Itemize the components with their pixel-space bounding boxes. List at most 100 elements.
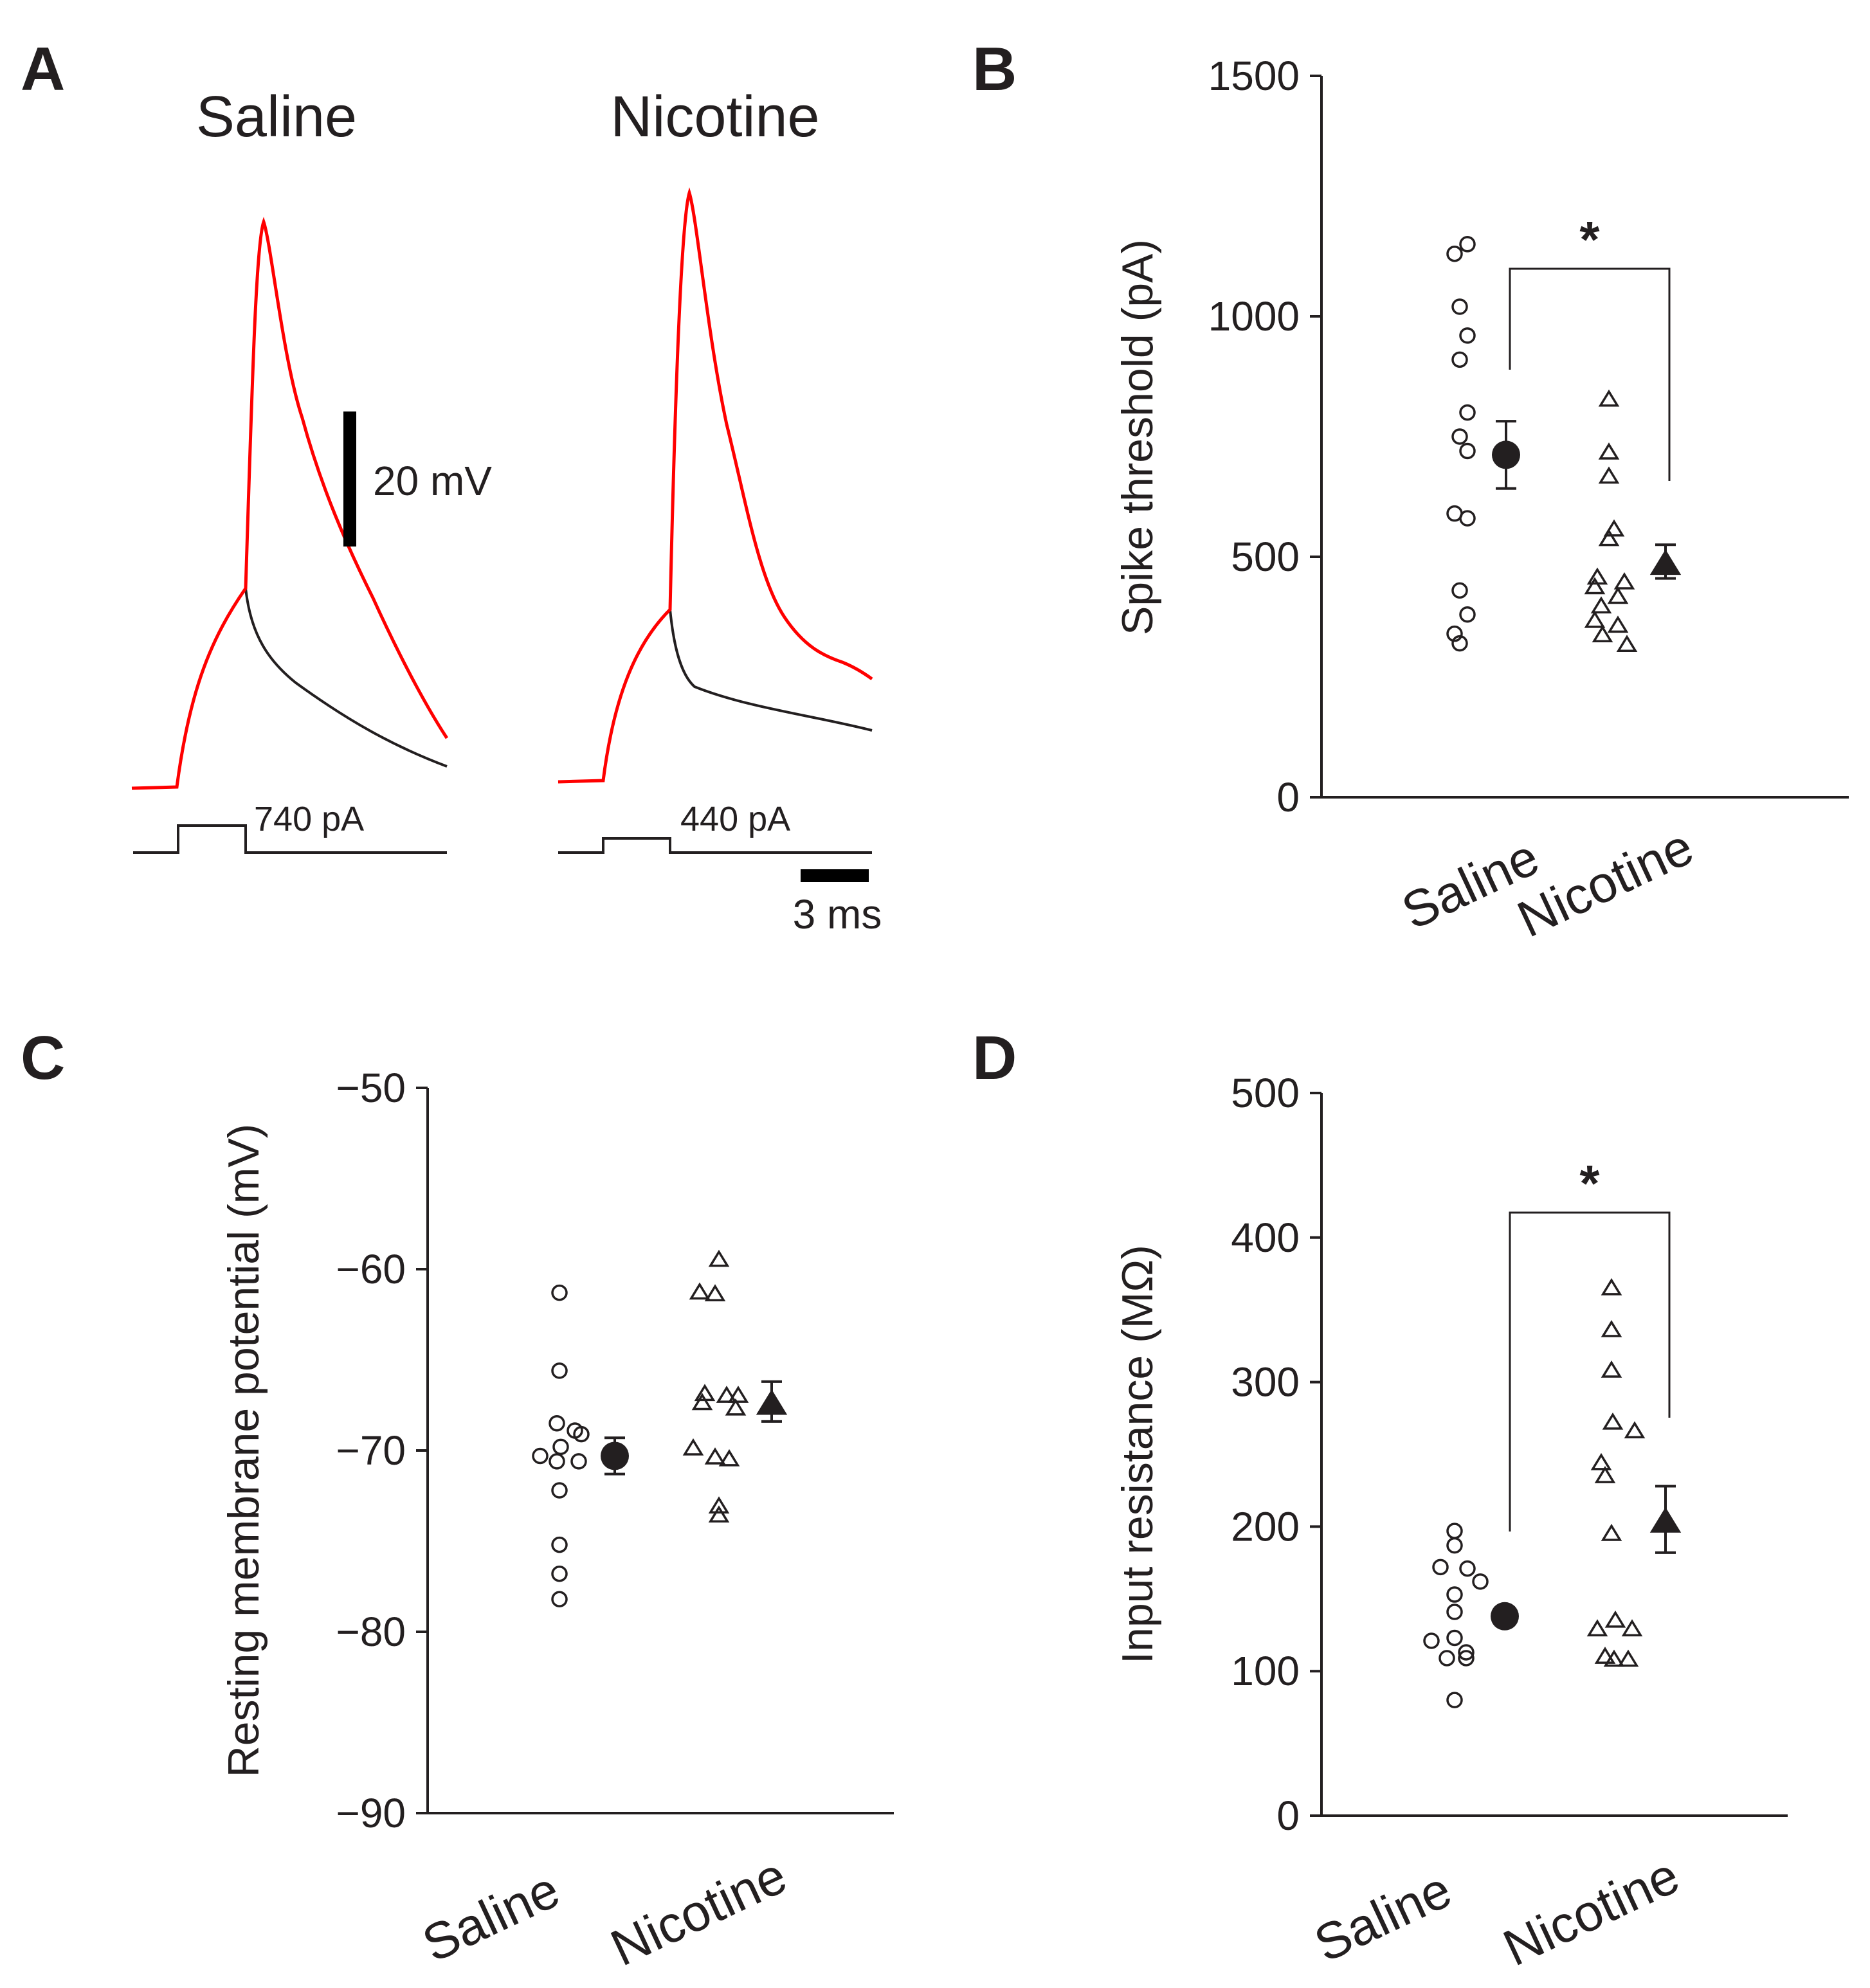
panel-d-nicotine-point xyxy=(1624,1421,1646,1439)
panel-d-nicotine-point xyxy=(1594,1647,1616,1664)
panel-b-saline-point xyxy=(1459,510,1476,527)
panel-d-saline-point xyxy=(1439,1650,1455,1667)
panel-c-saline-point xyxy=(551,1284,568,1301)
panel-c-saline-point xyxy=(551,1362,568,1379)
panel-c-y-tick-label-4: −50 xyxy=(336,1065,406,1111)
panel-c-nicotine-point xyxy=(689,1282,711,1300)
panel-b-y-ticks: 0 500 1000 1500 xyxy=(1208,53,1321,820)
panel-d-y-tick-label-1: 100 xyxy=(1231,1648,1300,1694)
panel-c-nicotine-mean xyxy=(756,1389,788,1415)
panel-b-letter: B xyxy=(972,35,1017,104)
panel-b-saline-point xyxy=(1451,635,1468,652)
panel-d-y-tick-label-0: 0 xyxy=(1276,1793,1300,1839)
panel-c-saline-point xyxy=(549,1414,565,1432)
panel-c-y-ticks: −90 −80 −70 −60 −50 xyxy=(336,1065,428,1836)
panel-c-y-tick-label-1: −80 xyxy=(336,1609,406,1655)
panel-b-saline-mean xyxy=(1492,440,1520,469)
panel-b-nicotine-point xyxy=(1584,610,1606,628)
panel-b-y-axis-title: Spike threshold (pA) xyxy=(1113,239,1162,635)
panel-c: C −90 −80 −70 −60 −50 Resting membrane poten… xyxy=(21,1024,894,1976)
panel-c-nicotine-point xyxy=(708,1505,730,1523)
panel-d-y-axis-title: Input resistance (MΩ) xyxy=(1113,1245,1162,1664)
panel-c-x-label-saline: Saline xyxy=(414,1861,568,1973)
panel-d-saline-point xyxy=(1472,1573,1489,1590)
panel-c-saline-point xyxy=(549,1453,565,1470)
time-scale-bar xyxy=(801,869,869,882)
panel-d-saline-point xyxy=(1459,1560,1476,1577)
panel-c-letter: C xyxy=(21,1024,65,1092)
panel-d-nicotine-point xyxy=(1590,1452,1612,1470)
panel-d-x-label-nicotine: Nicotine xyxy=(1495,1847,1688,1977)
panel-b-nicotine-point xyxy=(1598,442,1620,460)
panel-d-saline-point xyxy=(1446,1692,1463,1708)
panel-c-nicotine-point xyxy=(708,1496,730,1514)
panel-c-nicotine-point xyxy=(725,1398,747,1416)
panel-d-y-tick-label-3: 300 xyxy=(1231,1359,1300,1405)
panel-b-nicotine-point xyxy=(1590,596,1612,614)
voltage-scale-bar xyxy=(343,411,356,547)
panel-c-y-tick-label-2: −70 xyxy=(336,1427,406,1474)
panel-b-nicotine-point xyxy=(1598,389,1620,407)
voltage-scale-label: 20 mV xyxy=(373,458,492,504)
panel-b-saline-point xyxy=(1451,298,1468,315)
panel-d-nicotine-point xyxy=(1586,1619,1608,1637)
panel-b-saline-point xyxy=(1459,442,1476,460)
panel-c-nicotine-point xyxy=(704,1447,726,1465)
panel-c-saline-point xyxy=(552,1438,569,1456)
panel-c-saline-point xyxy=(551,1591,568,1607)
panel-b-nicotine-point xyxy=(1592,625,1613,643)
panel-c-y-axis-title: Resting membrane potential (mV) xyxy=(219,1124,268,1778)
panel-d-nicotine-point xyxy=(1601,1360,1622,1378)
panel-b-y-tick-label-0: 0 xyxy=(1276,774,1300,820)
panel-d-nicotine-point xyxy=(1601,1278,1622,1296)
panel-d-saline-point xyxy=(1446,1586,1463,1603)
saline-stimulus-step xyxy=(133,824,447,854)
panel-c-saline-point xyxy=(532,1447,549,1465)
panel-d-significance-bracket xyxy=(1509,1211,1671,1532)
panel-b-nicotine-mean xyxy=(1649,549,1682,575)
panel-d-significance-star: * xyxy=(1579,1155,1600,1212)
panel-d-nicotine-point xyxy=(1602,1412,1624,1430)
panel-b-saline-point xyxy=(1459,236,1476,253)
panel-d-saline-point xyxy=(1458,1644,1475,1661)
panel-b-x-label-nicotine: Nicotine xyxy=(1509,818,1702,948)
panel-b-nicotine-point xyxy=(1598,529,1620,547)
nicotine-spike-trace xyxy=(558,187,873,784)
panel-d-y-ticks: 0 100 200 300 400 500 xyxy=(1231,1070,1321,1839)
panel-b-saline-point xyxy=(1451,351,1468,368)
panel-b-saline-point xyxy=(1451,582,1468,599)
panel-d-saline-point xyxy=(1432,1559,1449,1576)
panel-b-saline-point xyxy=(1459,606,1476,623)
panel-d-y-tick-label-2: 200 xyxy=(1231,1503,1300,1550)
saline-trace-title: Saline xyxy=(196,85,357,149)
panel-d-nicotine-point xyxy=(1601,1320,1622,1337)
panel-c-y-tick-label-3: −60 xyxy=(336,1246,406,1292)
panel-c-nicotine-point xyxy=(718,1449,740,1467)
panel-b-saline-point xyxy=(1459,327,1476,344)
panel-b-nicotine-point xyxy=(1584,577,1606,595)
panel-b-marks xyxy=(1446,236,1682,652)
panel-d-saline-mean xyxy=(1491,1602,1519,1631)
panel-b-nicotine-point xyxy=(1607,586,1629,604)
panel-d-saline-point xyxy=(1446,1523,1463,1539)
panel-c-saline-point xyxy=(573,1425,590,1443)
panel-d-saline-point xyxy=(1423,1632,1440,1649)
panel-c-saline-point xyxy=(551,1566,568,1582)
panel-b-y-tick-label-2: 1000 xyxy=(1208,293,1300,339)
nicotine-trace-title: Nicotine xyxy=(610,85,819,149)
panel-b-nicotine-point xyxy=(1616,635,1638,652)
panel-a-letter: A xyxy=(21,35,65,104)
panel-c-saline-point xyxy=(551,1482,568,1499)
panel-b-saline-point xyxy=(1451,428,1468,445)
panel-c-nicotine-point xyxy=(704,1284,726,1302)
panel-a: A Saline Nicotine 740 pA 440 pA 20 mV 3 … xyxy=(21,35,882,937)
panel-c-x-label-nicotine: Nicotine xyxy=(603,1847,795,1977)
panel-c-nicotine-point xyxy=(691,1393,713,1411)
panel-d-nicotine-point xyxy=(1594,1466,1616,1483)
panel-d-y-tick-label-4: 400 xyxy=(1231,1215,1300,1261)
panel-d-nicotine-mean xyxy=(1649,1507,1682,1533)
panel-b-nicotine-point xyxy=(1613,572,1635,590)
nicotine-stimulus-label: 440 pA xyxy=(680,800,790,838)
panel-d-saline-point xyxy=(1458,1650,1475,1667)
